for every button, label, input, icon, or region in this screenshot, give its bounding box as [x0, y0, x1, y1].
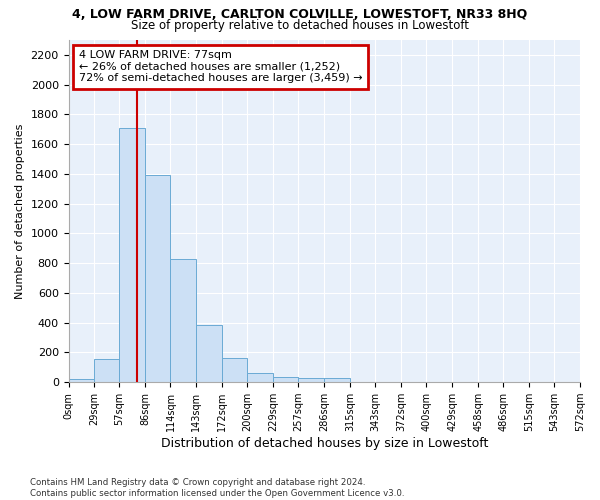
Y-axis label: Number of detached properties: Number of detached properties	[15, 124, 25, 299]
Text: Contains HM Land Registry data © Crown copyright and database right 2024.
Contai: Contains HM Land Registry data © Crown c…	[30, 478, 404, 498]
Bar	[324, 378, 350, 382]
Bar	[273, 377, 298, 382]
Bar	[94, 359, 119, 382]
Bar	[68, 379, 94, 382]
Bar	[145, 174, 170, 382]
Text: 4, LOW FARM DRIVE, CARLTON COLVILLE, LOWESTOFT, NR33 8HQ: 4, LOW FARM DRIVE, CARLTON COLVILLE, LOW…	[73, 8, 527, 20]
X-axis label: Distribution of detached houses by size in Lowestoft: Distribution of detached houses by size …	[161, 437, 488, 450]
Bar	[298, 378, 324, 382]
Bar	[247, 372, 273, 382]
Bar	[223, 358, 247, 382]
Bar	[170, 258, 196, 382]
Text: 4 LOW FARM DRIVE: 77sqm
← 26% of detached houses are smaller (1,252)
72% of semi: 4 LOW FARM DRIVE: 77sqm ← 26% of detache…	[79, 50, 362, 84]
Bar	[119, 128, 145, 382]
Text: Size of property relative to detached houses in Lowestoft: Size of property relative to detached ho…	[131, 18, 469, 32]
Bar	[196, 325, 223, 382]
